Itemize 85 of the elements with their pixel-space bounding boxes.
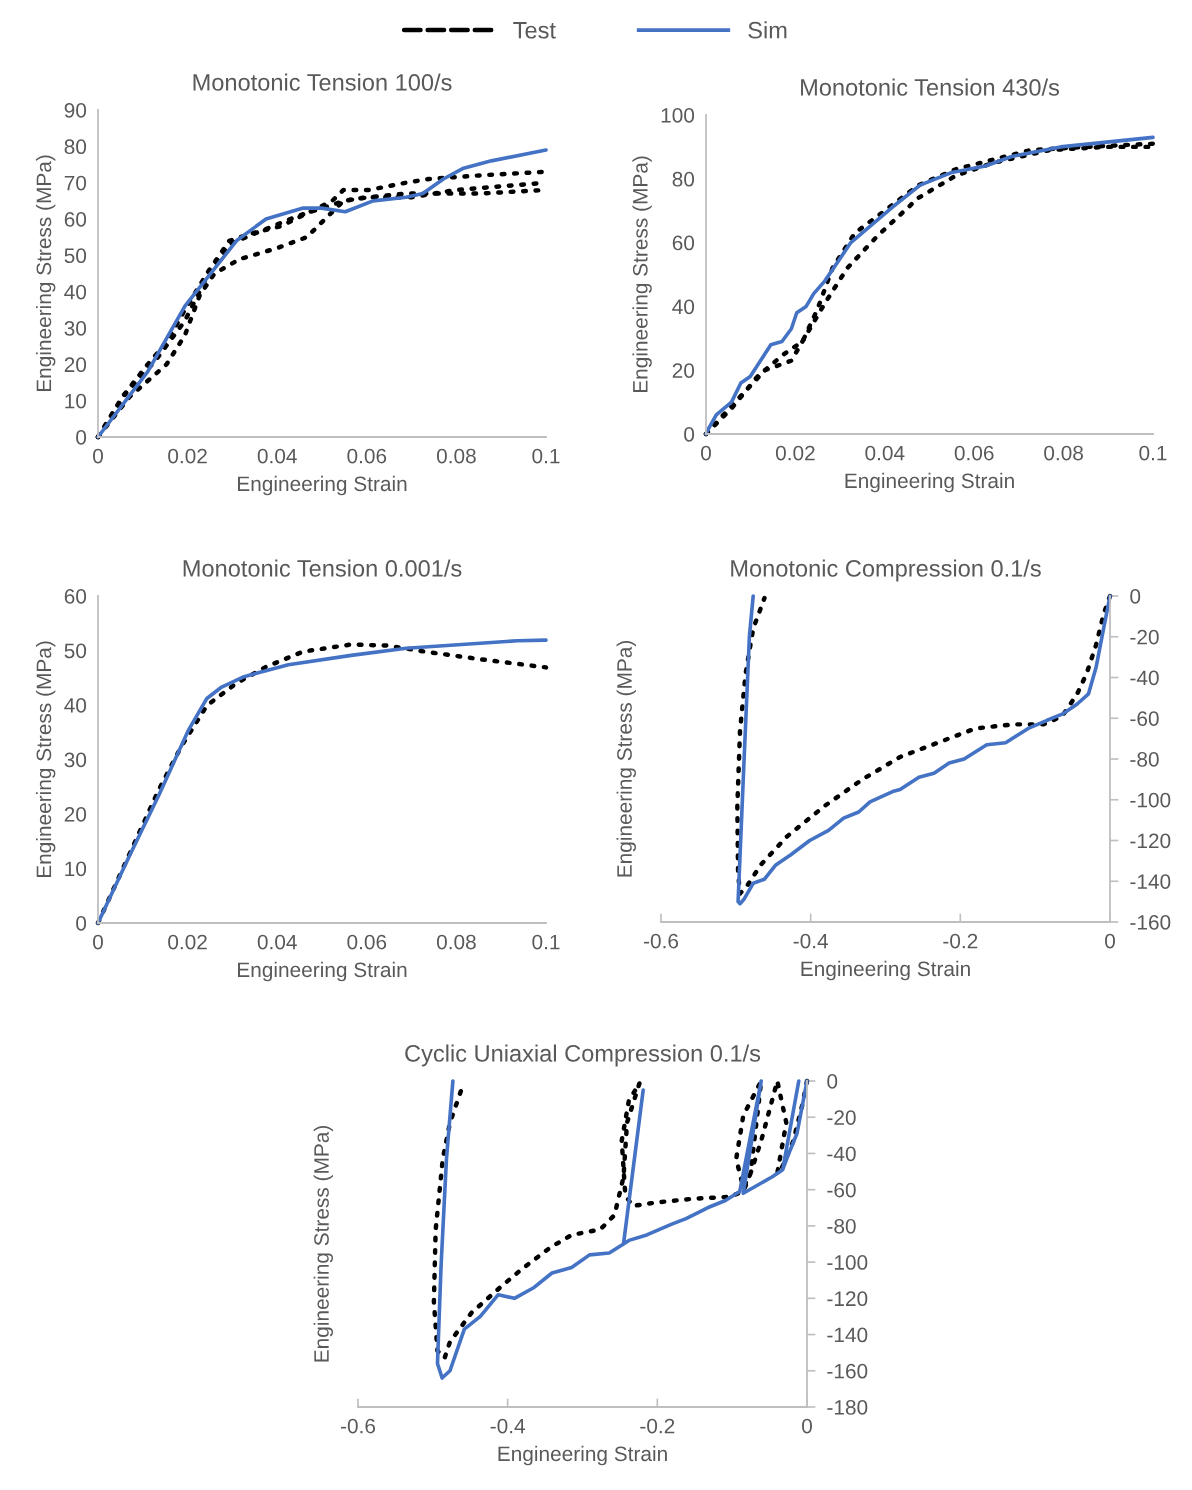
- x-tick-label: 0.08: [436, 934, 476, 950]
- x-tick-label: -0.4: [490, 1418, 526, 1434]
- x-tick-label: 0: [93, 934, 103, 950]
- x-tick-label: 0.02: [775, 445, 815, 461]
- x-tick-label: 0.1: [532, 934, 560, 950]
- x-tick-label: -0.6: [340, 1418, 376, 1434]
- y-tick-label: 0: [684, 427, 695, 442]
- x-tick-label: 0.04: [257, 448, 297, 464]
- y-tick-label: -100: [827, 1255, 868, 1270]
- x-axis-title: Engineering Strain: [238, 475, 407, 496]
- y-tick-label: 0: [76, 916, 87, 931]
- x-tick-label: -0.2: [943, 933, 978, 949]
- y-tick-label: 20: [64, 807, 87, 822]
- y-tick-label: -140: [827, 1327, 868, 1343]
- y-tick-label: 30: [64, 321, 87, 336]
- y-tick-label: 0: [827, 1074, 838, 1089]
- y-axis-title: Engineering Stress (MPa): [313, 1126, 333, 1362]
- y-tick-label: -80: [827, 1218, 856, 1234]
- y-tick-label: 20: [64, 357, 87, 373]
- y-tick-label: -180: [827, 1400, 868, 1415]
- y-tick-label: 30: [64, 752, 87, 768]
- x-tick-label: 0.1: [532, 448, 560, 464]
- y-tick-label: 40: [64, 284, 87, 300]
- y-tick-label: 80: [672, 171, 695, 187]
- y-axis-title: Engineering Stress (MPa): [632, 156, 652, 393]
- x-axis-title: Engineering Strain: [498, 1445, 667, 1466]
- y-tick-label: 50: [64, 643, 87, 659]
- x-tick-label: 0: [802, 1418, 812, 1434]
- y-tick-label: 90: [64, 103, 87, 118]
- x-axis-title: Engineering Strain: [845, 472, 1014, 493]
- y-tick-label: -140: [1130, 874, 1171, 889]
- y-axis-title: Engineering Stress (MPa): [35, 155, 56, 392]
- y-tick-label: -40: [827, 1146, 856, 1162]
- x-tick-label: 0.06: [954, 445, 994, 461]
- chart-title: Monotonic Compression 0.1/s: [731, 559, 1041, 582]
- y-tick-label: 100: [661, 108, 695, 123]
- x-axis-title: Engineering Strain: [238, 961, 407, 982]
- x-tick-label: -0.6: [643, 933, 679, 949]
- y-tick-label: -160: [827, 1363, 868, 1379]
- y-tick-label: -100: [1130, 792, 1171, 808]
- x-tick-label: 0.08: [436, 448, 476, 464]
- y-tick-label: -160: [1130, 915, 1171, 930]
- y-tick-label: 40: [672, 299, 695, 315]
- y-tick-label: 10: [65, 861, 87, 877]
- x-axis-title: Engineering Strain: [801, 960, 970, 981]
- y-tick-label: -20: [1130, 629, 1159, 645]
- x-tick-label: 0.06: [347, 448, 387, 464]
- x-tick-label: 0.1: [1139, 445, 1167, 461]
- y-tick-label: 60: [672, 235, 695, 251]
- x-tick-label: 0.08: [1044, 445, 1083, 461]
- y-axis-title: Engineering Stress (MPa): [35, 641, 56, 878]
- y-tick-label: 60: [64, 212, 87, 227]
- y-tick-label: 70: [64, 175, 87, 191]
- x-tick-label: 0.06: [347, 934, 387, 950]
- x-tick-label: 0.04: [865, 445, 905, 461]
- x-tick-label: -0.4: [793, 933, 829, 949]
- y-tick-label: 20: [672, 363, 695, 378]
- chart-title: Monotonic Tension 100/s: [193, 73, 452, 91]
- x-tick-label: 0: [93, 448, 103, 464]
- y-tick-label: 10: [65, 393, 87, 409]
- y-tick-label: 40: [64, 698, 87, 713]
- y-tick-label: -60: [1130, 711, 1159, 726]
- legend-label: Sim: [748, 21, 787, 39]
- y-tick-label: -40: [1130, 670, 1159, 686]
- chart-title: Monotonic Tension 0.001/s: [183, 559, 462, 577]
- y-tick-label: -120: [1130, 833, 1171, 849]
- chart-title: Monotonic Tension 430/s: [801, 78, 1060, 96]
- x-tick-label: 0: [1105, 933, 1115, 949]
- y-tick-label: -20: [827, 1110, 856, 1125]
- x-tick-label: 0: [701, 445, 711, 461]
- x-tick-label: -0.2: [640, 1418, 675, 1434]
- x-tick-label: 0.04: [257, 934, 297, 950]
- y-tick-label: 60: [64, 589, 87, 604]
- y-axis-title: Engineering Stress (MPa): [616, 641, 636, 877]
- y-tick-label: 50: [64, 248, 87, 264]
- y-tick-label: -120: [827, 1291, 868, 1307]
- legend-label: Test: [513, 22, 556, 39]
- chart-title: Cyclic Uniaxial Compression 0.1/s: [405, 1044, 761, 1067]
- y-tick-label: 0: [1130, 589, 1141, 604]
- x-tick-label: 0.02: [168, 934, 207, 950]
- x-tick-label: 0.02: [168, 448, 207, 464]
- y-tick-label: 0: [76, 430, 87, 445]
- y-tick-label: 80: [64, 139, 87, 155]
- y-tick-label: -60: [827, 1182, 856, 1198]
- y-tick-label: -80: [1130, 752, 1159, 767]
